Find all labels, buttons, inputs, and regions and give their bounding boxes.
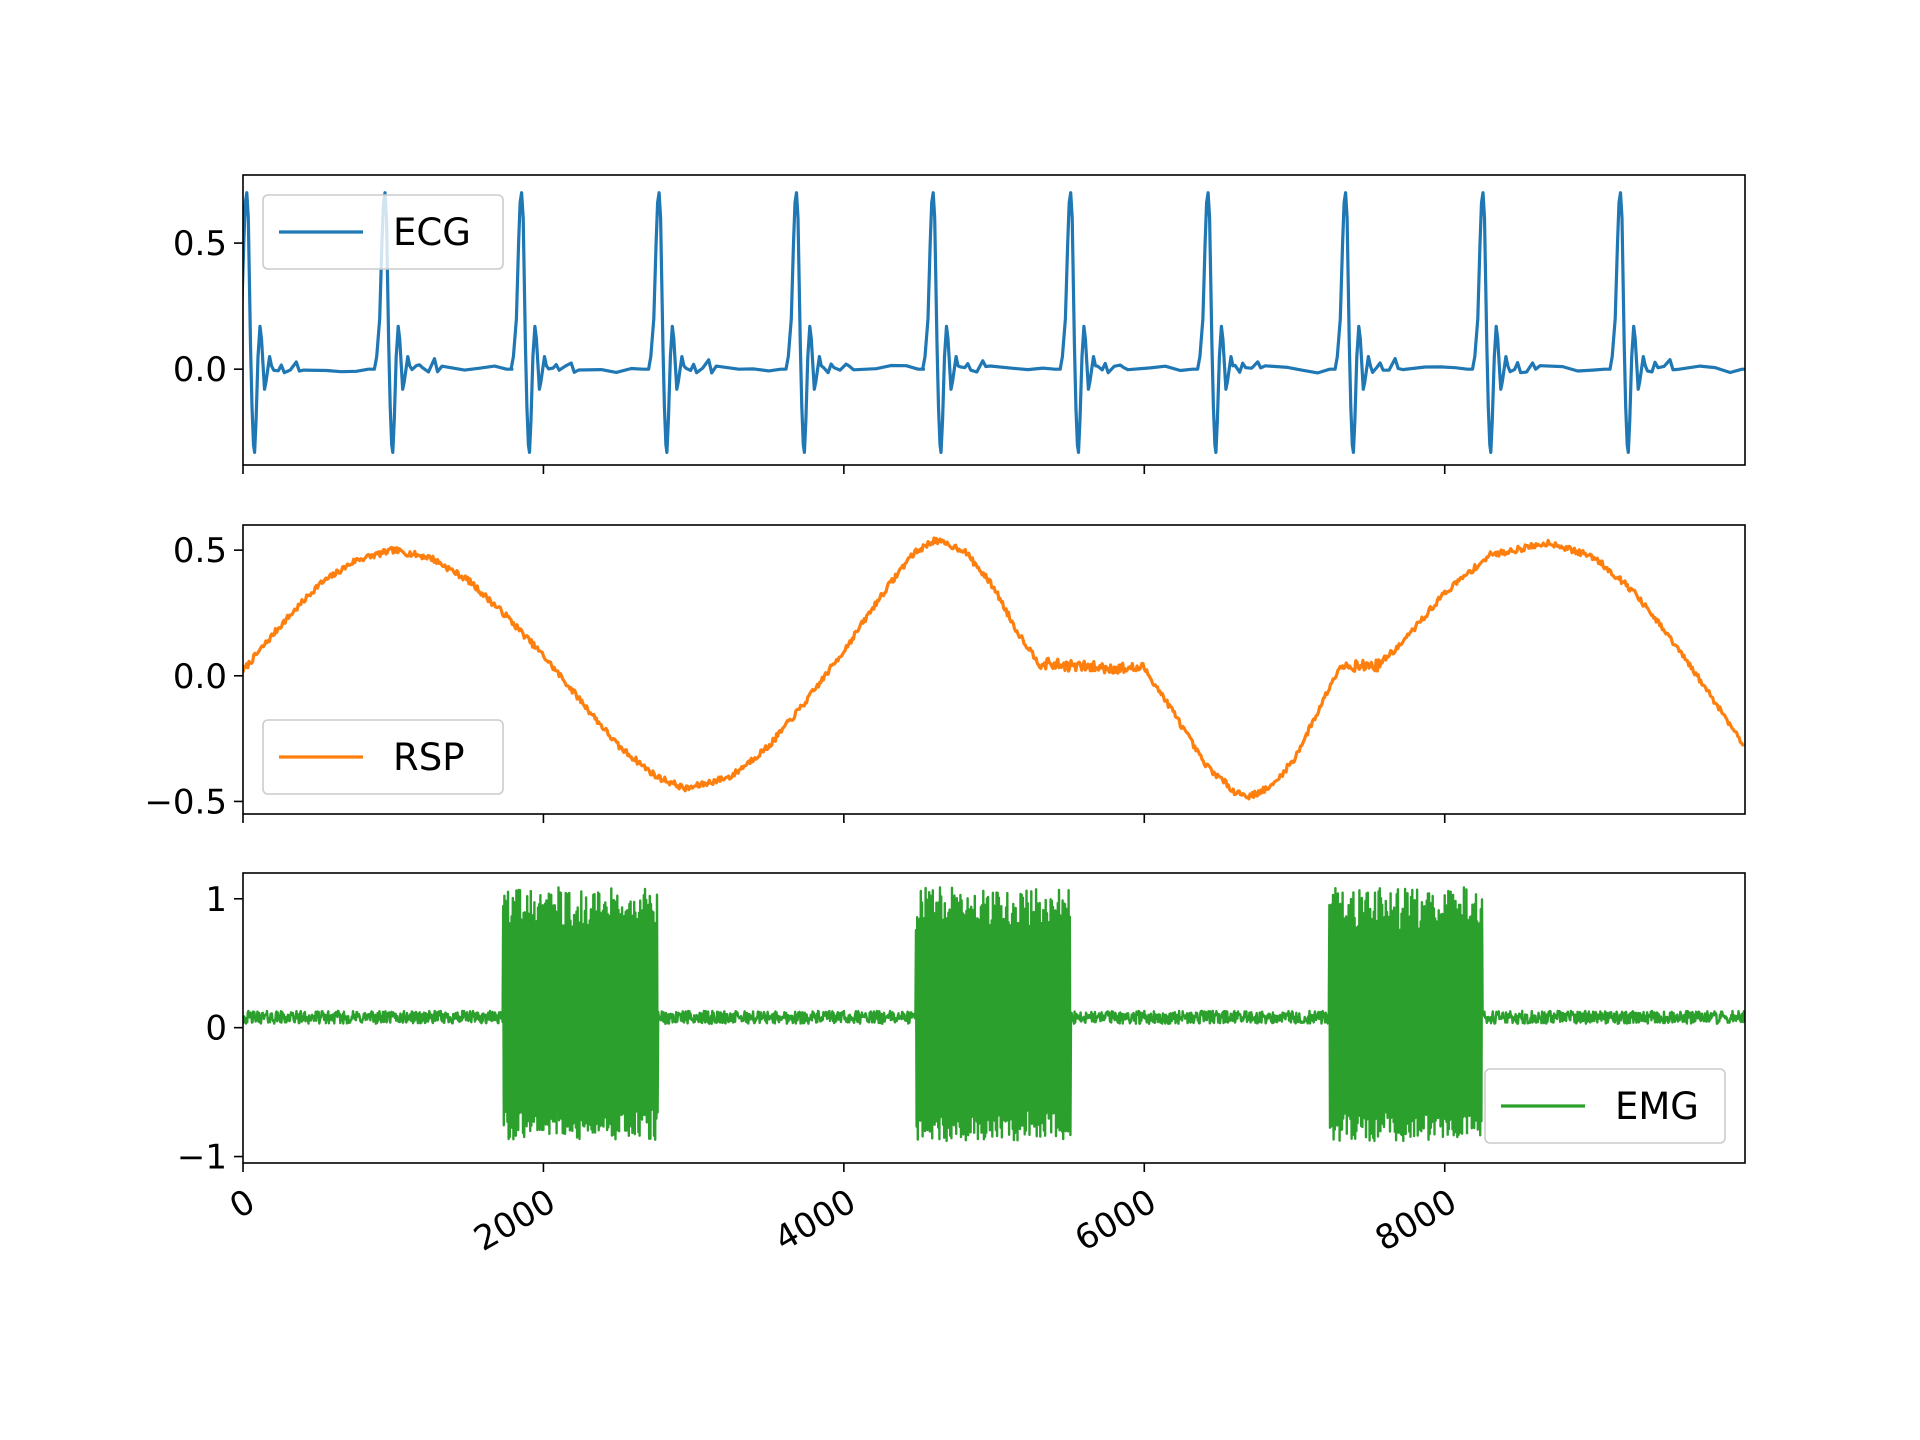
legend: ECG	[263, 195, 503, 269]
y-tick-label: 0.5	[173, 531, 227, 571]
y-tick-label: −1	[177, 1138, 227, 1178]
legend: EMG	[1485, 1069, 1725, 1143]
x-tick-label: 0	[223, 1182, 262, 1227]
legend-label: ECG	[393, 211, 471, 254]
chart-panel-ecg: 0.0 0.5 ECG	[173, 175, 1747, 474]
y-tick-label: 1	[205, 880, 227, 920]
x-tick-label: 2000	[467, 1182, 562, 1260]
x-tick-label: 8000	[1369, 1182, 1464, 1260]
y-tick-label: 0.5	[173, 224, 227, 264]
y-tick-label: 0.0	[173, 350, 227, 390]
x-tick-label: 6000	[1068, 1182, 1163, 1260]
y-tick-label: −0.5	[144, 782, 227, 822]
chart-panel-rsp: −0.5 0.0 0.5 RSP	[144, 525, 1745, 823]
x-tick-label: 4000	[768, 1182, 863, 1260]
y-tick-label: 0	[205, 1009, 227, 1049]
legend-label: EMG	[1615, 1085, 1699, 1128]
y-tick-label: 0.0	[173, 657, 227, 697]
legend-label: RSP	[393, 736, 465, 779]
legend: RSP	[263, 720, 503, 794]
